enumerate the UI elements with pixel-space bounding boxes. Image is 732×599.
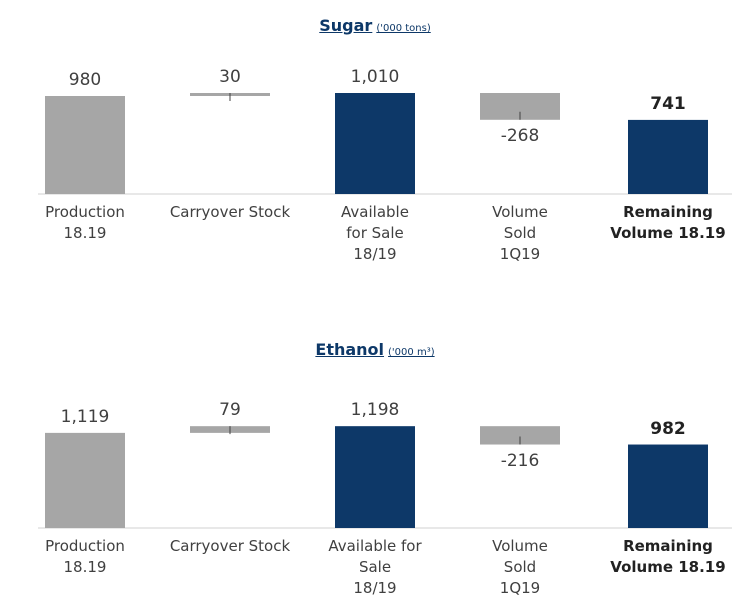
chart-title: Sugar [319, 16, 373, 35]
bar [45, 432, 125, 528]
category-label: Carryover Stock [169, 203, 291, 221]
value-label: 30 [219, 67, 241, 87]
bar [335, 93, 415, 194]
value-label: 1,010 [350, 67, 400, 87]
value-label: 1,119 [60, 406, 110, 427]
chart-subtitle: ('000 tons) [376, 23, 431, 34]
value-label: 79 [219, 400, 241, 421]
chart-subtitle: ('000 m³) [388, 347, 435, 358]
chart-title: Ethanol [315, 340, 385, 359]
category-label: Available for Sale 18/19 [341, 203, 409, 263]
value-label: 980 [68, 70, 102, 90]
bar [628, 444, 708, 528]
category-label: Volume Sold 1Q19 [492, 537, 548, 597]
category-label: Carryover Stock [169, 537, 291, 555]
value-label: -268 [500, 125, 540, 146]
bar [335, 426, 415, 528]
value-label: 1,198 [350, 400, 400, 421]
bar [480, 426, 560, 445]
category-label: Remaining Volume 18.19 [610, 203, 726, 242]
bar [628, 119, 708, 194]
category-label: Remaining Volume 18.19 [610, 537, 726, 576]
category-label: Production 18.19 [45, 203, 125, 242]
chart-title-block: Sugar ('000 tons) [0, 16, 732, 35]
value-label: -216 [500, 450, 540, 471]
value-label: 741 [650, 93, 686, 114]
value-label: 982 [650, 418, 686, 439]
category-label: Production 18.19 [45, 537, 125, 576]
chart-title-block: Ethanol ('000 m³) [0, 340, 732, 359]
bar [45, 96, 125, 194]
category-label: Volume Sold 1Q19 [492, 203, 548, 263]
category-label: Available for Sale 18/19 [328, 537, 422, 597]
